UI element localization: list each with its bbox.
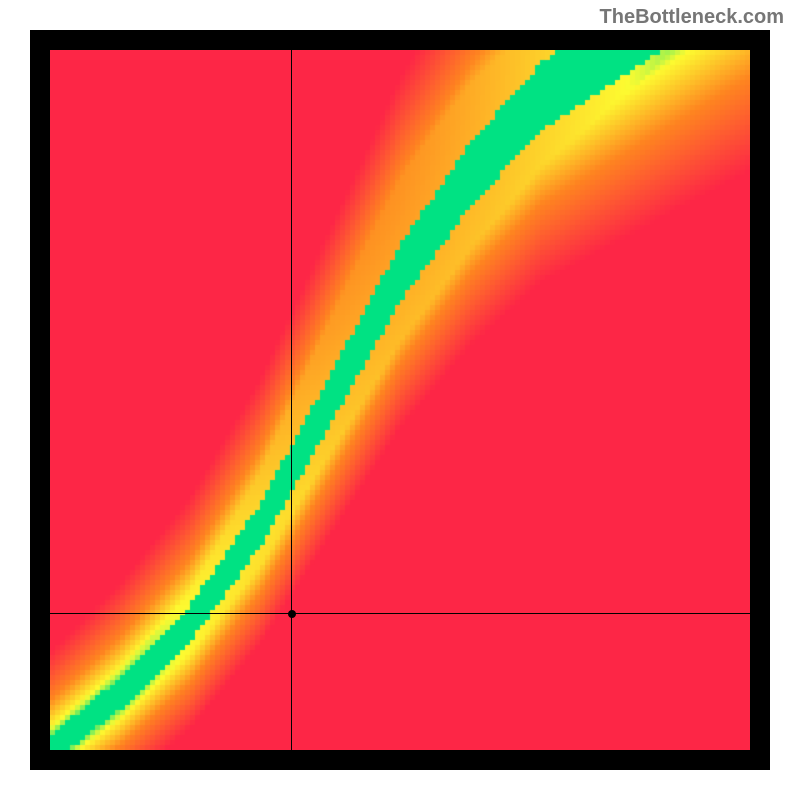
crosshair-vertical [291, 50, 292, 750]
watermark-text: TheBottleneck.com [600, 6, 784, 29]
chart-container: TheBottleneck.com [0, 0, 800, 800]
crosshair-horizontal [50, 613, 750, 614]
plot-outer-frame [30, 30, 770, 770]
heatmap-canvas [50, 50, 750, 750]
crosshair-marker [288, 610, 296, 618]
